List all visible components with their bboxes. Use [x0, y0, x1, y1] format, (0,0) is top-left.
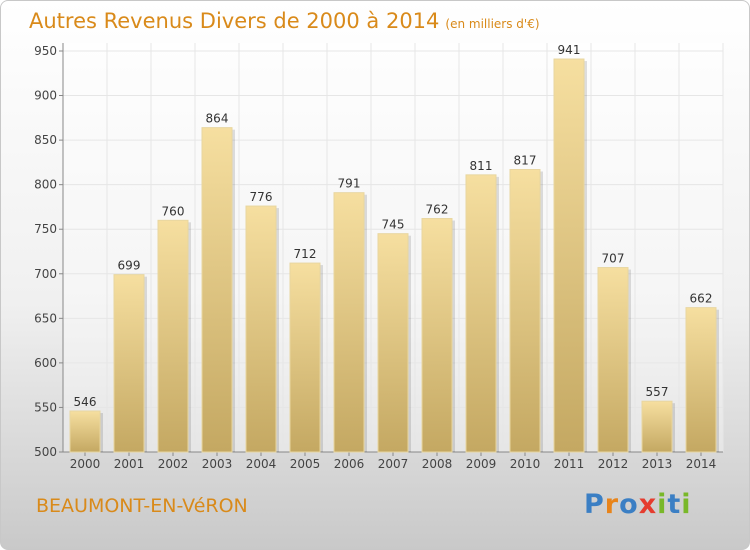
data-label-2000: 546 — [74, 395, 97, 409]
x-tick-label-2009: 2009 — [466, 457, 497, 471]
city-name: BEAUMONT-EN-VéRON — [36, 495, 248, 517]
bar-2001 — [113, 274, 145, 453]
x-tick-label-2012: 2012 — [598, 457, 629, 471]
y-tick-label: 950 — [34, 44, 57, 58]
bar-2009 — [465, 174, 497, 453]
x-tick-label-2005: 2005 — [290, 457, 321, 471]
data-label-2002: 760 — [162, 204, 185, 218]
bar-2000 — [69, 410, 101, 453]
data-labels: 546 699 760 864 776 712 791 745 762 811 817 941 707 5… — [74, 43, 713, 409]
chart-subtitle: (en milliers d'€) — [445, 17, 540, 31]
data-label-2012: 707 — [602, 252, 625, 266]
data-label-2013: 557 — [646, 385, 669, 399]
data-label-2005: 712 — [294, 247, 317, 261]
bar-2003 — [201, 127, 233, 453]
bar-2013 — [641, 400, 673, 453]
data-label-2010: 817 — [514, 154, 537, 168]
logo-letter: i — [657, 489, 668, 520]
logo-letter: i — [681, 489, 692, 520]
y-tick-label: 700 — [34, 267, 57, 281]
x-tick-label-2006: 2006 — [334, 457, 365, 471]
bar-2002 — [157, 219, 189, 453]
data-label-2009: 811 — [470, 159, 493, 173]
y-tick-label: 900 — [34, 89, 57, 103]
data-label-2003: 864 — [206, 112, 229, 126]
y-tick-label: 550 — [34, 400, 57, 414]
x-tick-label-2007: 2007 — [378, 457, 409, 471]
bar-2004 — [245, 205, 277, 453]
chart-title: Autres Revenus Divers de 2000 à 2014 (en … — [29, 9, 540, 33]
proxiti-logo: Proxiti — [584, 489, 692, 520]
bar-2010 — [509, 169, 541, 453]
data-label-2008: 762 — [426, 203, 449, 217]
logo-letter: o — [619, 489, 639, 520]
y-tick-label: 800 — [34, 178, 57, 192]
y-axis: 500 550 600 650 700 750 800 850 900 950 — [34, 43, 64, 459]
y-tick-label: 650 — [34, 311, 57, 325]
y-tick-label: 500 — [34, 445, 57, 459]
x-tick-label-2010: 2010 — [510, 457, 541, 471]
bar-2006 — [333, 192, 365, 453]
logo-letter: P — [584, 489, 605, 520]
bar-2012 — [597, 267, 629, 453]
x-tick-label-2004: 2004 — [246, 457, 277, 471]
data-label-2004: 776 — [250, 190, 273, 204]
x-tick-label-2001: 2001 — [114, 457, 145, 471]
x-tick-label-2013: 2013 — [642, 457, 673, 471]
bars — [69, 58, 719, 453]
bar-2014 — [685, 307, 717, 453]
x-tick-label-2002: 2002 — [158, 457, 189, 471]
chart-title-text: Autres Revenus Divers de 2000 à 2014 — [29, 9, 440, 33]
data-label-2006: 791 — [338, 177, 361, 191]
x-tick-label-2014: 2014 — [686, 457, 717, 471]
x-axis: 2000 2001 2002 2003 2004 2005 2006 2007 2008 2009… — [63, 451, 723, 471]
bar-2007 — [377, 233, 409, 453]
logo-letter: x — [638, 489, 658, 520]
data-label-2011: 941 — [558, 43, 581, 57]
y-tick-label: 750 — [34, 222, 57, 236]
x-tick-label-2000: 2000 — [70, 457, 101, 471]
bar-2008 — [421, 218, 453, 453]
data-label-2014: 662 — [690, 292, 713, 306]
y-tick-label: 600 — [34, 356, 57, 370]
x-tick-label-2008: 2008 — [422, 457, 453, 471]
logo-letter: t — [667, 489, 682, 520]
data-label-2001: 699 — [118, 259, 141, 273]
data-label-2007: 745 — [382, 218, 405, 232]
bar-2005 — [289, 262, 321, 453]
y-tick-label: 850 — [34, 133, 57, 147]
logo-letter: r — [604, 489, 620, 520]
bar-2011 — [553, 58, 585, 453]
x-tick-label-2011: 2011 — [554, 457, 585, 471]
x-tick-label-2003: 2003 — [202, 457, 233, 471]
